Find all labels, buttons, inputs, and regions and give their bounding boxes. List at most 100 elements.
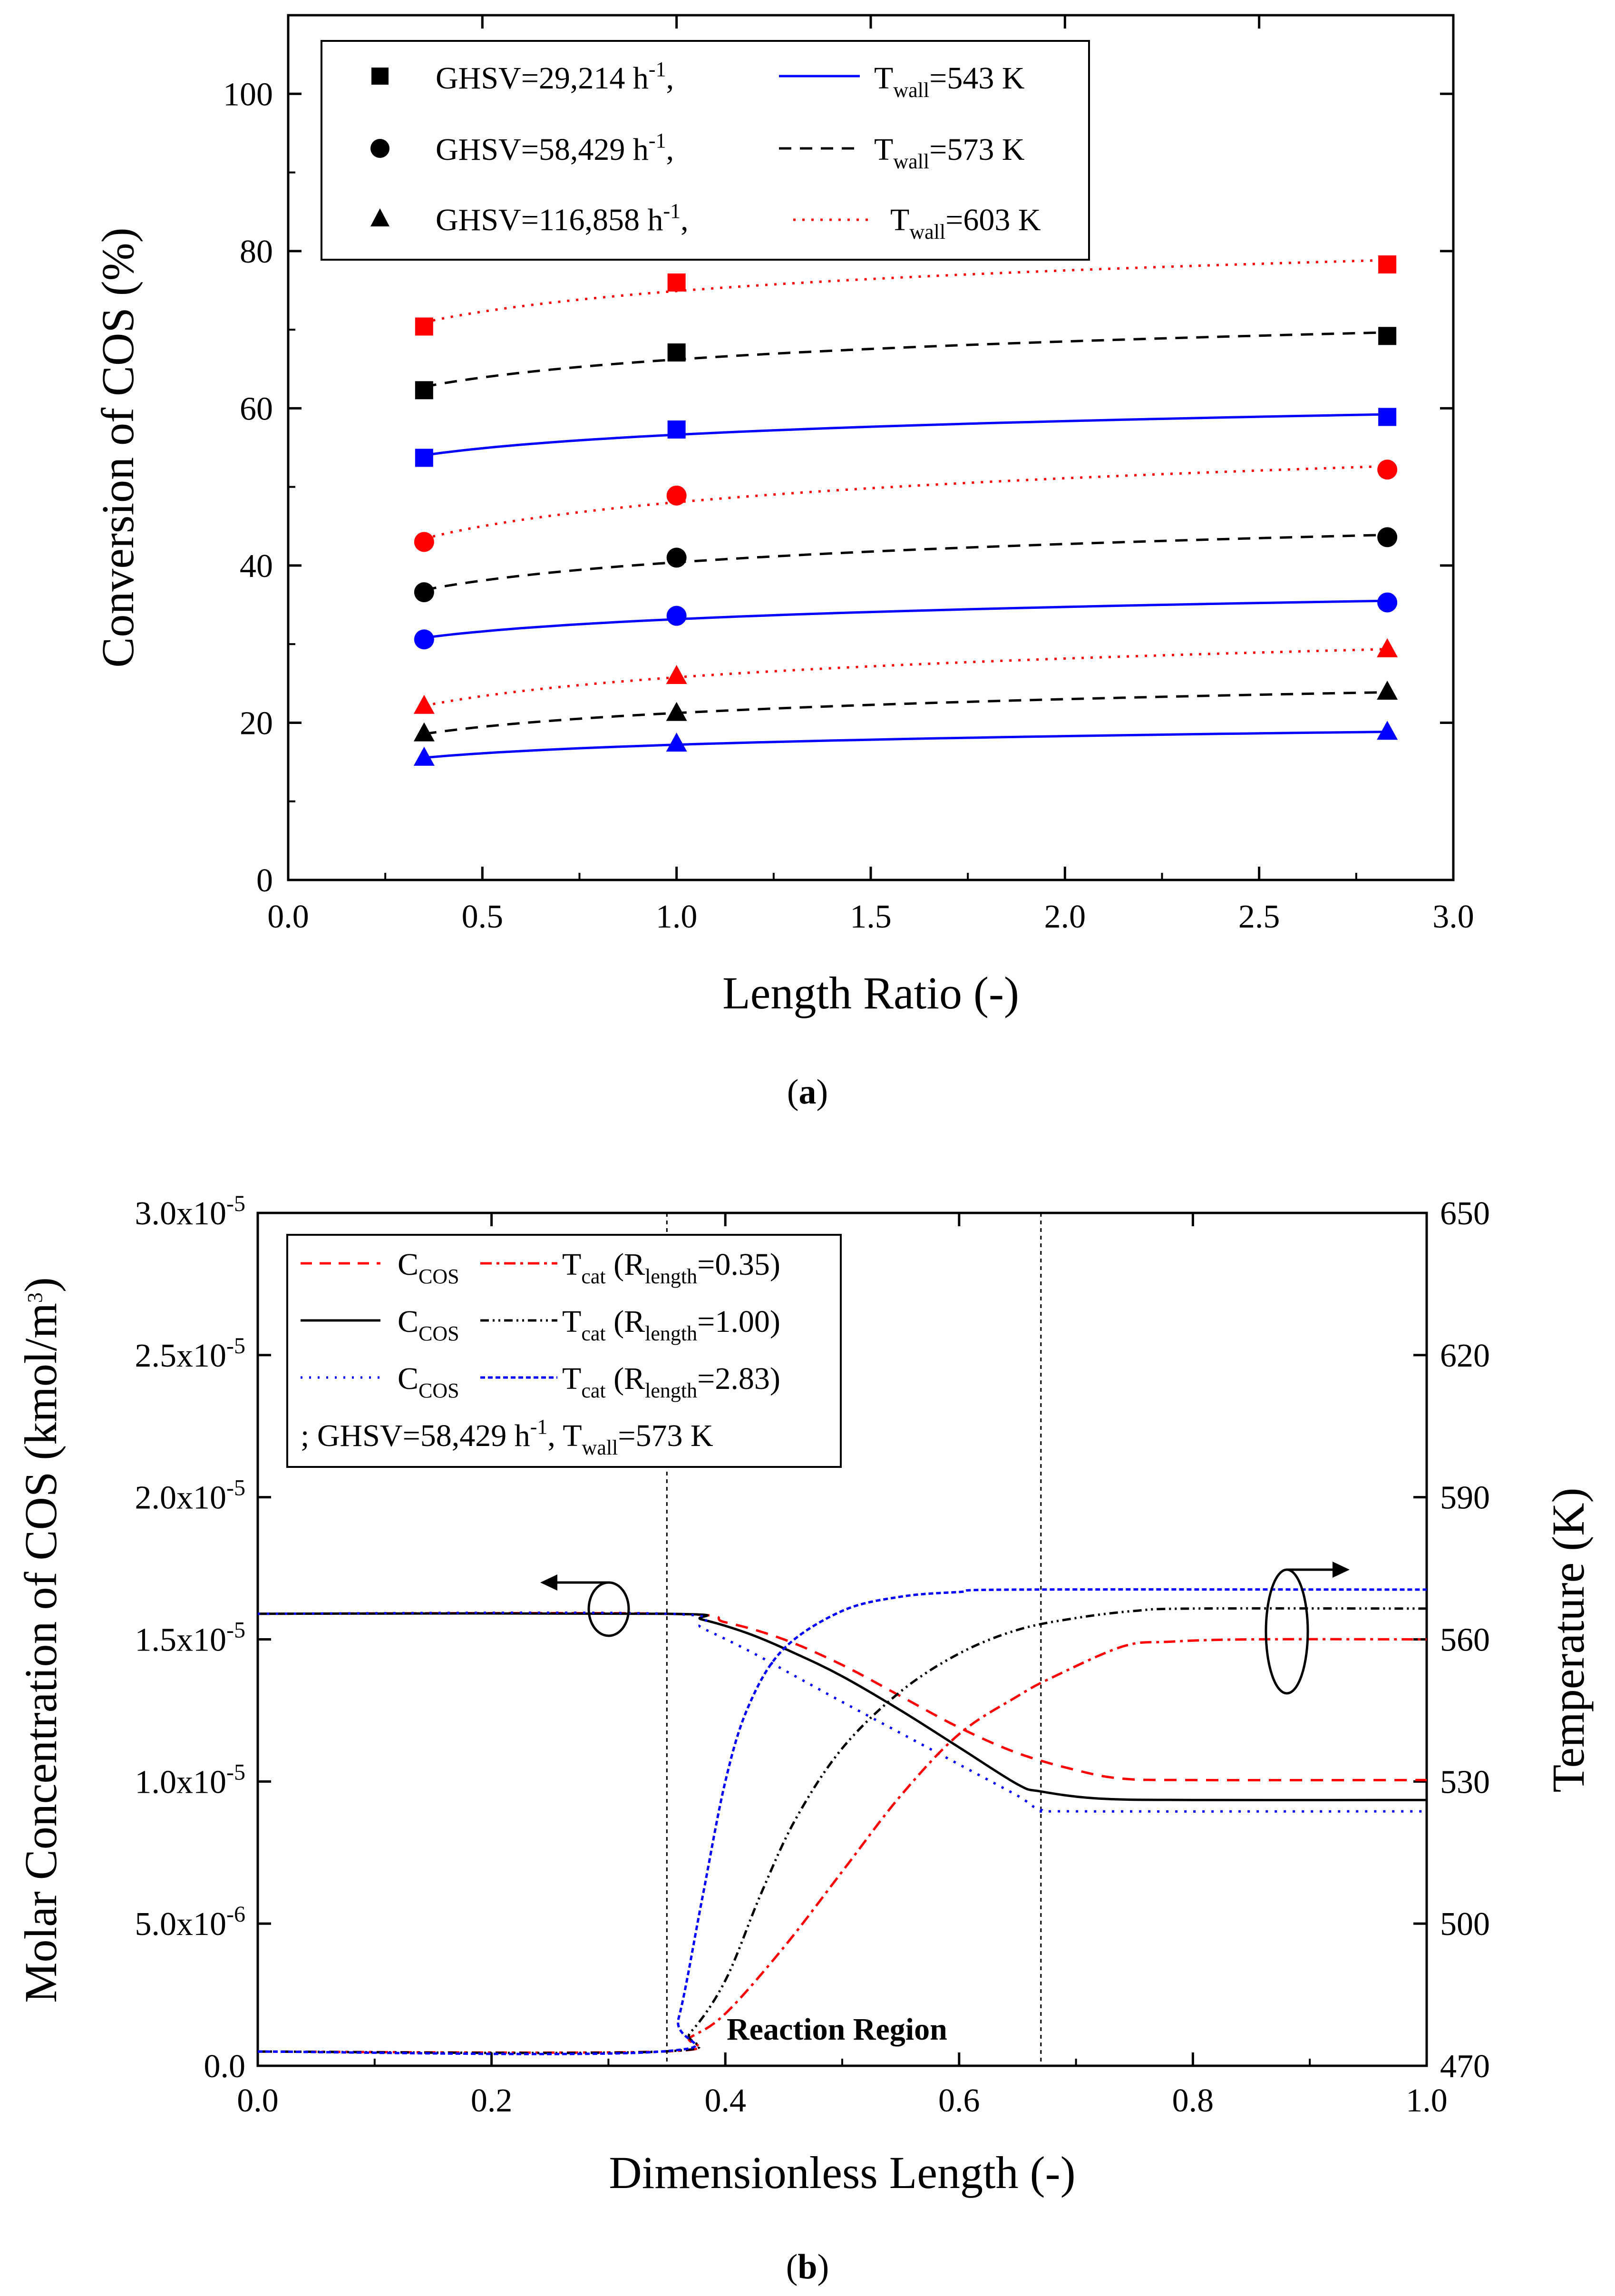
reaction-region-label: Reaction Region <box>727 2012 947 2047</box>
chart-b-y2-tick-labels: 470 500 530 560 590 620 650 <box>1440 1195 1490 2085</box>
a-point-circle <box>414 532 434 552</box>
legend-b-row1-ccos: CCOS <box>398 1247 459 1288</box>
legend-b-row2-ccos: CCOS <box>398 1304 459 1345</box>
b-x-tick-label: 0.4 <box>704 2082 746 2119</box>
a-point-triangle <box>1377 721 1398 740</box>
chart-b-y-label: Molar Concentration of COS (kmol/m3) <box>15 1277 66 2003</box>
chart-b-caption: (b) <box>786 2247 829 2286</box>
a-point-triangle <box>666 702 687 721</box>
a-series-line <box>424 599 1388 639</box>
chart-b-x-label: Dimensionless Length (-) <box>609 2147 1075 2198</box>
a-point-square <box>667 343 686 362</box>
a-point-circle <box>666 485 687 506</box>
a-x-tick-label: 1.0 <box>656 899 698 935</box>
a-point-circle <box>414 582 434 603</box>
right-arrow-icon <box>1333 1562 1350 1578</box>
legend-a-row3-twall: Twall=603 K <box>890 203 1041 244</box>
left-arrow-icon <box>540 1574 557 1591</box>
b-x-tick-label: 0.2 <box>471 2082 513 2119</box>
chart-b-series-lines <box>258 1588 1427 2055</box>
a-point-triangle <box>413 746 435 766</box>
a-y-tick-label: 0 <box>256 862 273 899</box>
legend-a-row1-twall: Twall=543 K <box>874 61 1024 102</box>
a-point-circle <box>414 629 434 650</box>
a-x-tick-label: 3.0 <box>1432 899 1474 935</box>
b-y2-tick-label: 620 <box>1440 1338 1490 1374</box>
chart-b-x-tick-labels: 0.0 0.2 0.4 0.6 0.8 1.0 <box>237 2082 1448 2119</box>
legend-a-row3-ghsv: GHSV=116,858 h-1, <box>436 199 689 237</box>
b-y-tick-label: 0.0 <box>204 2048 246 2085</box>
a-series-line <box>424 534 1388 591</box>
a-point-square <box>667 420 686 439</box>
a-point-square <box>667 273 686 292</box>
right-axis-indicator <box>1265 1562 1350 1695</box>
a-x-tick-label: 2.5 <box>1238 899 1280 935</box>
reaction-region-lines <box>666 1213 1042 2066</box>
b-y2-tick-label: 590 <box>1440 1480 1490 1516</box>
a-point-square <box>415 449 433 467</box>
chart-b-legend: CCOS Tcat (Rlength=0.35) CCOS Tcat (Rlen… <box>286 1234 842 1468</box>
chart-b-y-tick-labels: 0.0 5.0x10-6 1.0x10-5 1.5x10-5 2.0x10-5 2.5x1… <box>135 1191 245 2085</box>
a-point-triangle <box>1377 638 1398 657</box>
b-series-line <box>258 1611 1427 1813</box>
a-series-line <box>424 648 1388 707</box>
chart-a-x-tick-labels: 0.0 0.5 1.0 1.5 2.0 2.5 3.0 <box>267 899 1474 935</box>
a-point-square <box>415 381 433 400</box>
b-y-tick-label: 5.0x10-6 <box>135 1902 245 1943</box>
b-series-line <box>258 1588 1427 2055</box>
chart-b-legend-frame <box>286 1234 842 1468</box>
chart-b-y2-label: Temperature (K) <box>1543 1488 1594 1793</box>
legend-b-row3-ccos: CCOS <box>398 1361 459 1402</box>
legend-a-row2-ghsv: GHSV=58,429 h-1, <box>436 129 674 167</box>
a-point-triangle <box>413 694 435 714</box>
a-y-tick-label: 20 <box>240 705 273 742</box>
chart-a-legend: GHSV=29,214 h-1, Twall=543 K GHSV=58,429… <box>321 40 1090 261</box>
a-point-triangle <box>413 722 435 742</box>
a-x-tick-label: 0.0 <box>267 899 309 935</box>
a-series-line <box>424 259 1388 323</box>
a-point-square <box>1378 327 1397 345</box>
a-y-tick-label: 60 <box>240 391 273 427</box>
a-point-square <box>415 317 433 336</box>
legend-b-note: ; GHSV=58,429 h-1, Twall=573 K <box>301 1415 713 1459</box>
chart-a-legend-frame <box>321 40 1090 261</box>
a-point-circle <box>1377 527 1398 547</box>
b-x-tick-label: 0.8 <box>1172 2082 1214 2119</box>
a-point-square <box>1378 255 1397 274</box>
b-y2-tick-label: 560 <box>1440 1622 1490 1659</box>
b-y2-tick-label: 470 <box>1440 2048 1490 2085</box>
b-series-line <box>258 1638 1427 2054</box>
a-point-circle <box>1377 459 1398 480</box>
legend-a-marker-triangle <box>370 208 389 226</box>
a-y-tick-label: 100 <box>223 76 273 113</box>
a-point-circle <box>1377 592 1398 613</box>
b-x-tick-label: 0.6 <box>938 2082 980 2119</box>
chart-a-caption: (a) <box>787 1073 828 1112</box>
a-x-tick-label: 1.5 <box>850 899 892 935</box>
a-point-circle <box>666 547 687 568</box>
b-y2-tick-label: 650 <box>1440 1195 1490 1232</box>
b-series-line <box>258 1612 1427 1782</box>
chart-a: 0.0 0.5 1.0 1.5 2.0 2.5 3.0 0 20 40 60 80 100 Lengt… <box>92 14 1474 1112</box>
legend-b-row2-tcat: Tcat (Rlength=1.00) <box>562 1304 780 1345</box>
a-series-line <box>424 731 1388 759</box>
legend-a-row2-twall: Twall=573 K <box>874 132 1024 173</box>
b-y-tick-label: 2.0x10-5 <box>135 1475 245 1516</box>
legend-a-marker-square <box>371 68 389 85</box>
b-y-tick-label: 1.0x10-5 <box>135 1759 245 1800</box>
a-series-line <box>424 691 1388 735</box>
a-point-square <box>1378 408 1397 426</box>
chart-a-ticks <box>287 15 1455 881</box>
a-series-line <box>424 331 1388 388</box>
b-y-tick-label: 3.0x10-5 <box>135 1191 245 1232</box>
b-y-tick-label: 2.5x10-5 <box>135 1333 245 1374</box>
chart-a-y-label: Conversion of COS (%) <box>92 227 143 667</box>
b-series-line <box>258 1612 1427 1801</box>
legend-b-row3-tcat: Tcat (Rlength=2.83) <box>562 1361 780 1402</box>
b-x-tick-label: 1.0 <box>1406 2082 1448 2119</box>
chart-a-y-tick-labels: 0 20 40 60 80 100 <box>223 76 273 899</box>
chart-a-x-label: Length Ratio (-) <box>722 967 1019 1018</box>
legend-a-row1-ghsv: GHSV=29,214 h-1, <box>436 58 674 96</box>
right-indicator-ellipse <box>1265 1568 1309 1695</box>
left-indicator-ellipse <box>587 1581 630 1637</box>
